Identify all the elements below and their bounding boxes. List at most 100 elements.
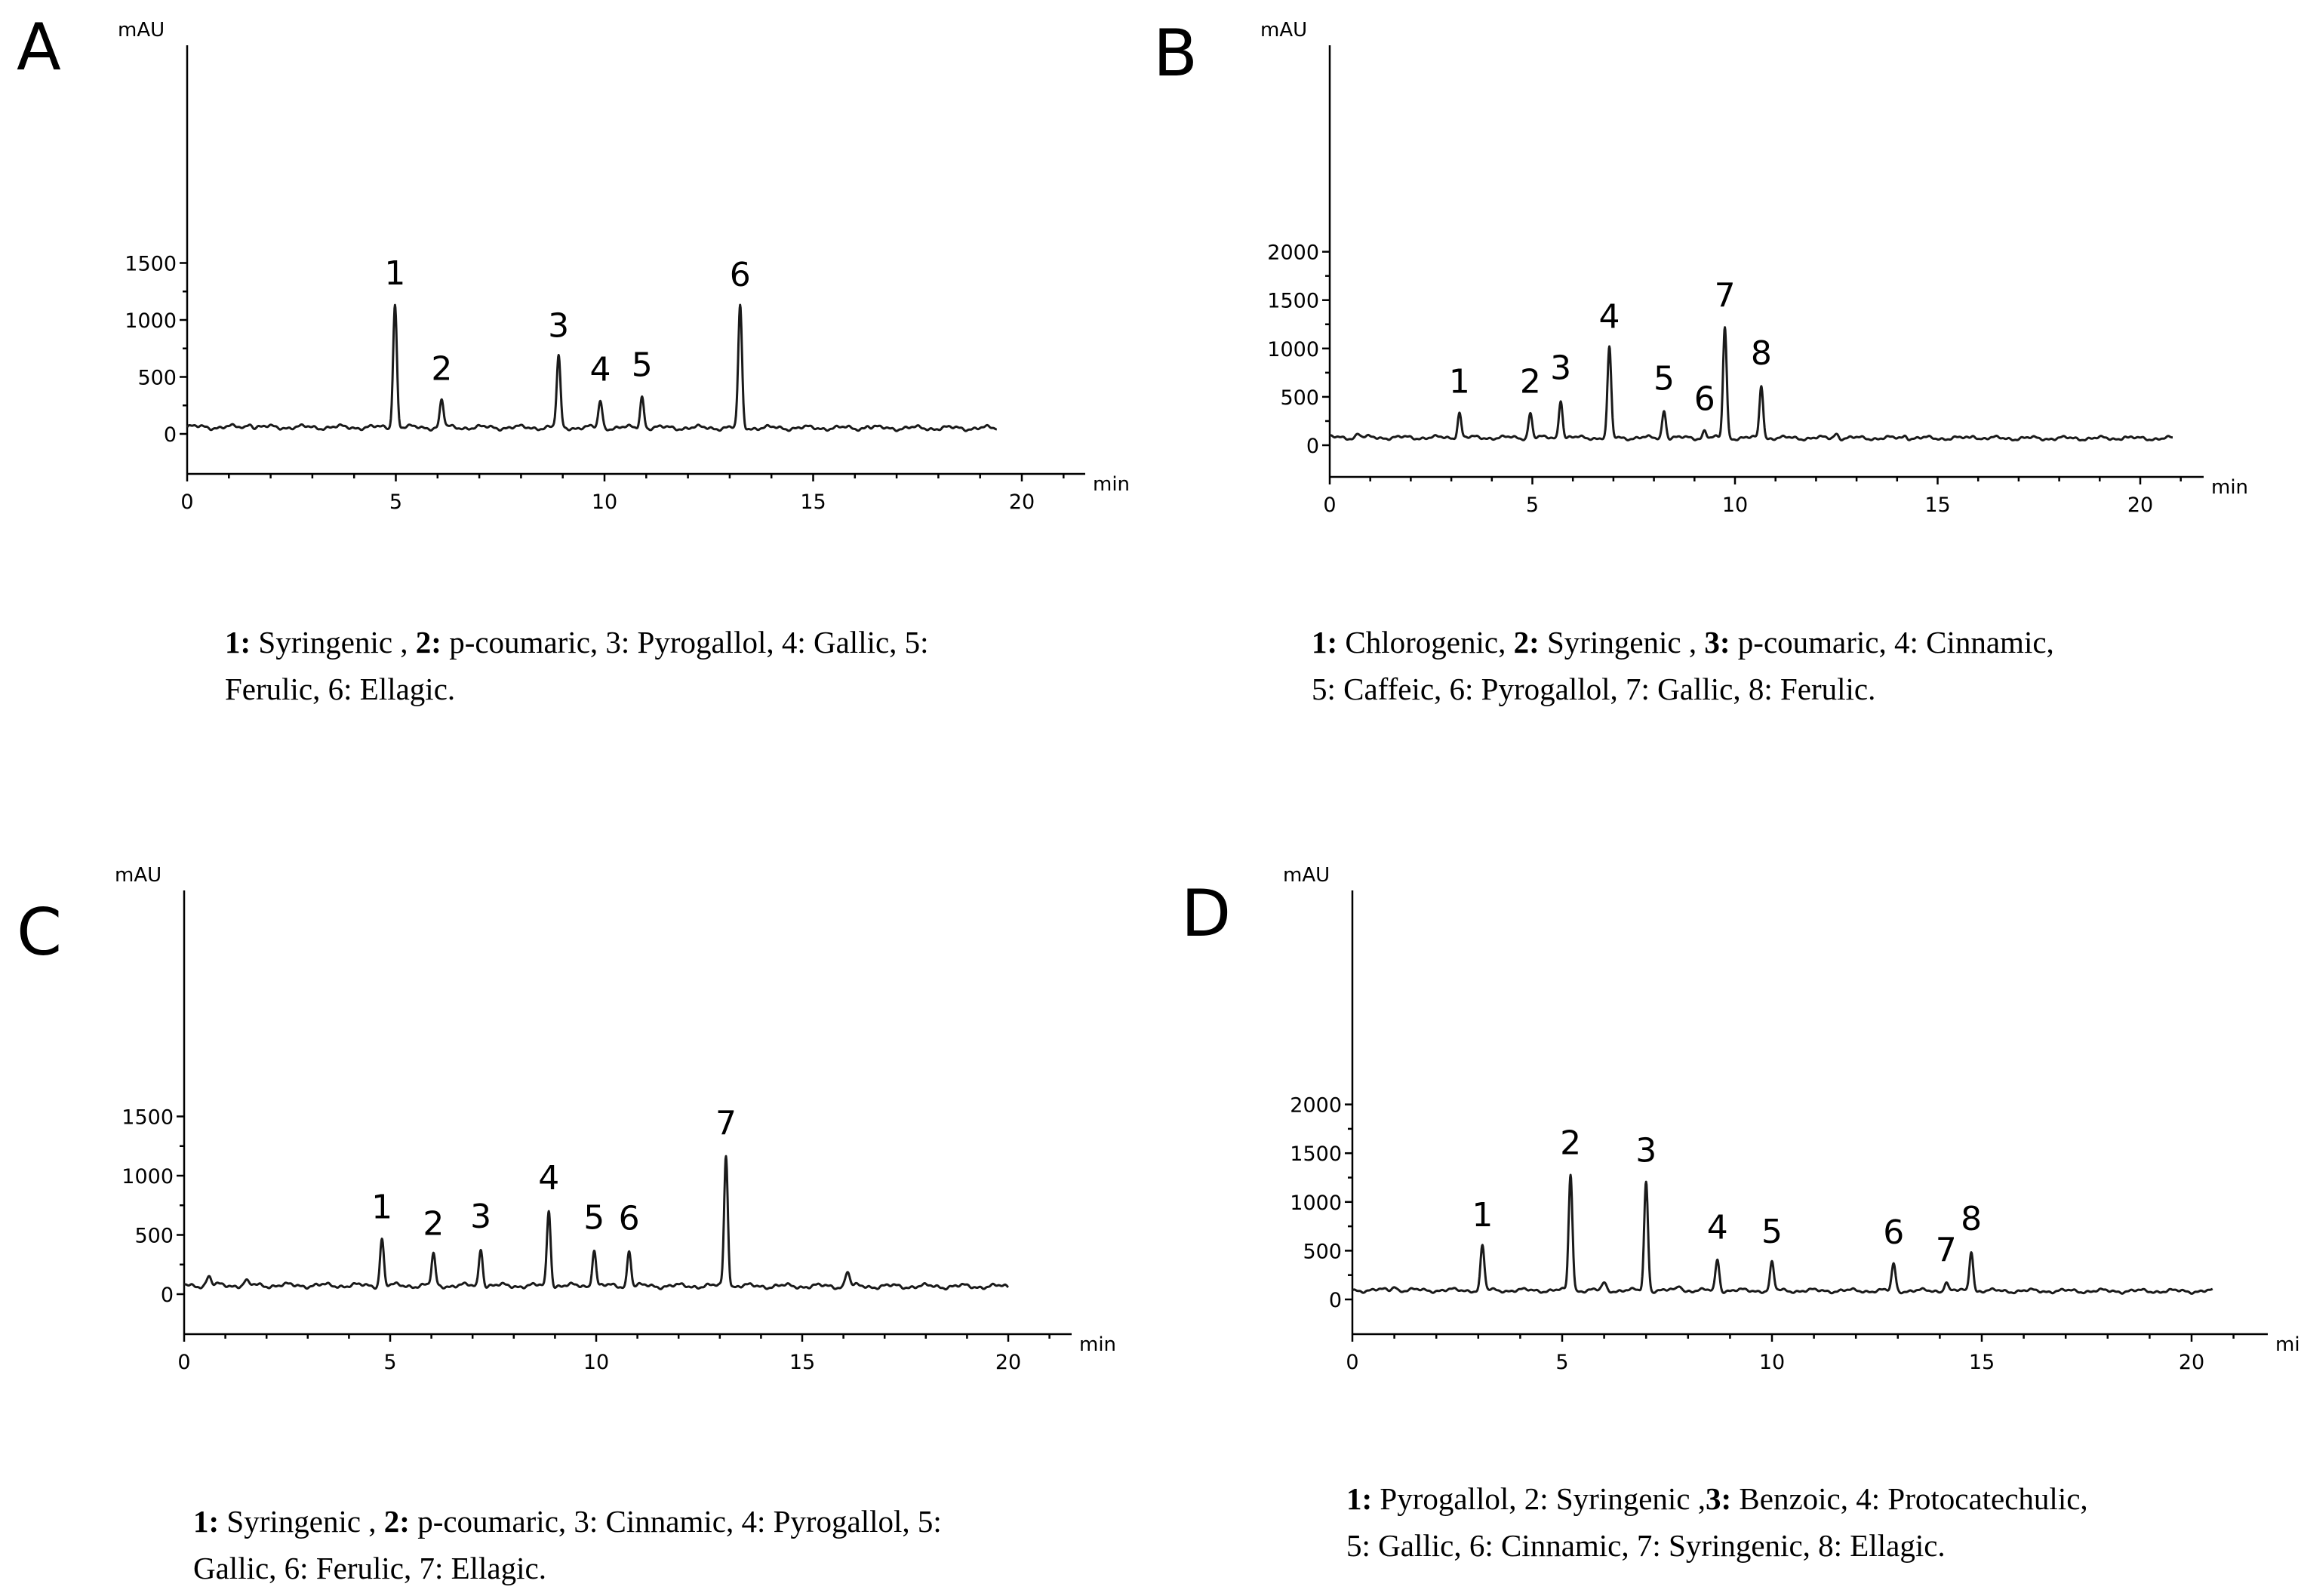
- caption-text: 5: Caffeic, 6: Pyrogallol, 7: Gallic, 8:…: [1312, 672, 1876, 706]
- x-tick-label: 0: [180, 490, 193, 514]
- caption-text: Ferulic, 6: Ellagic.: [225, 672, 456, 706]
- caption-number: 2:: [383, 1504, 410, 1539]
- peak-label-5: 5: [1761, 1213, 1783, 1251]
- y-unit-label: mAU: [1283, 864, 1330, 887]
- caption-b: 1: Chlorogenic, 2: Syringenic , 3: p-cou…: [1312, 619, 2054, 712]
- caption-text: 5: Gallic, 6: Cinnamic, 7: Syringenic, 8…: [1346, 1528, 1946, 1563]
- chart-panel-d: DmAUmin05001000150020000510152012345678: [1181, 864, 2301, 1374]
- chromatogram-trace: [1329, 326, 2173, 441]
- y-tick-label: 1500: [1267, 290, 1319, 313]
- x-tick-label: 15: [1924, 494, 1950, 517]
- y-tick-label: 2000: [1267, 241, 1319, 265]
- y-tick-label: 1500: [125, 253, 177, 276]
- peak-label-4: 4: [1599, 298, 1620, 337]
- x-tick-label: 20: [2127, 494, 2153, 517]
- chromatogram-trace: [183, 1155, 1009, 1291]
- y-tick-label: 0: [1306, 435, 1319, 458]
- caption-text: p-coumaric, 4: Cinnamic,: [1730, 625, 2054, 660]
- y-tick-label: 0: [164, 423, 177, 447]
- peak-label-5: 5: [632, 346, 653, 384]
- caption-text: Chlorogenic,: [1337, 625, 1514, 660]
- x-tick-label: 10: [1722, 494, 1748, 517]
- caption-text: p-coumaric, 3: Cinnamic, 4: Pyrogallol, …: [409, 1504, 942, 1539]
- y-tick-label: 500: [1303, 1240, 1342, 1263]
- caption-text: p-coumaric, 3: Pyrogallol, 4: Gallic, 5:: [441, 625, 929, 660]
- peak-label-6: 6: [730, 256, 751, 294]
- caption-a: 1: Syringenic , 2: p-coumaric, 3: Pyroga…: [225, 619, 929, 712]
- peak-label-6: 6: [619, 1199, 640, 1238]
- caption-line: 1: Syringenic , 2: p-coumaric, 3: Cinnam…: [193, 1498, 942, 1545]
- panel-letter: C: [17, 895, 62, 970]
- panel-letter: D: [1181, 876, 1231, 952]
- x-tick-label: 15: [789, 1351, 815, 1374]
- x-unit-label: min: [1093, 473, 1130, 496]
- panel-letter: A: [17, 10, 61, 85]
- peak-label-7: 7: [1715, 276, 1736, 315]
- x-unit-label: min: [1079, 1333, 1116, 1356]
- y-tick-label: 0: [1329, 1289, 1342, 1312]
- peak-label-5: 5: [1653, 360, 1675, 398]
- x-tick-label: 5: [383, 1351, 396, 1374]
- peak-label-4: 4: [589, 350, 611, 389]
- peak-label-3: 3: [548, 306, 569, 345]
- x-tick-label: 20: [2179, 1351, 2204, 1374]
- caption-text: Syringenic ,: [219, 1504, 384, 1539]
- caption-text: Pyrogallol, 2: Syringenic ,: [1372, 1481, 1706, 1516]
- x-tick-label: 0: [1346, 1351, 1358, 1374]
- x-tick-label: 10: [583, 1351, 609, 1374]
- x-tick-label: 5: [1526, 494, 1539, 517]
- peak-label-1: 1: [1449, 362, 1470, 401]
- y-tick-label: 1000: [125, 309, 177, 333]
- x-tick-label: 20: [995, 1351, 1021, 1374]
- caption-line: 5: Caffeic, 6: Pyrogallol, 7: Gallic, 8:…: [1312, 666, 2054, 712]
- x-tick-label: 20: [1009, 490, 1035, 514]
- peak-label-1: 1: [384, 254, 405, 293]
- x-tick-label: 10: [592, 490, 617, 514]
- y-tick-label: 500: [1280, 386, 1319, 410]
- x-tick-label: 5: [389, 490, 402, 514]
- caption-line: 1: Chlorogenic, 2: Syringenic , 3: p-cou…: [1312, 619, 2054, 666]
- caption-line: Ferulic, 6: Ellagic.: [225, 666, 929, 712]
- peak-label-4: 4: [1707, 1209, 1728, 1247]
- y-tick-label: 1000: [122, 1165, 174, 1189]
- y-tick-label: 1500: [122, 1106, 174, 1130]
- y-unit-label: mAU: [115, 864, 162, 887]
- caption-text: Syringenic ,: [1539, 625, 1705, 660]
- x-unit-label: min: [2275, 1333, 2301, 1356]
- x-tick-label: 10: [1759, 1351, 1785, 1374]
- y-unit-label: mAU: [118, 19, 165, 42]
- peak-label-8: 8: [1961, 1200, 1982, 1238]
- y-tick-label: 500: [137, 367, 177, 390]
- x-tick-label: 15: [1969, 1351, 1995, 1374]
- peak-label-1: 1: [371, 1188, 392, 1226]
- caption-c: 1: Syringenic , 2: p-coumaric, 3: Cinnam…: [193, 1498, 942, 1591]
- caption-line: 5: Gallic, 6: Cinnamic, 7: Syringenic, 8…: [1346, 1522, 2088, 1569]
- caption-line: Gallic, 6: Ferulic, 7: Ellagic.: [193, 1545, 942, 1591]
- y-unit-label: mAU: [1260, 19, 1307, 42]
- y-tick-label: 1000: [1267, 338, 1319, 361]
- caption-text: Benzoic, 4: Protocatechulic,: [1731, 1481, 2088, 1516]
- x-unit-label: min: [2211, 476, 2248, 499]
- peak-label-6: 6: [1694, 380, 1715, 418]
- caption-number: 3:: [1706, 1481, 1732, 1516]
- caption-number: 1:: [1346, 1481, 1373, 1516]
- chromatogram-trace: [186, 303, 998, 432]
- peak-label-2: 2: [1560, 1124, 1581, 1162]
- peak-label-2: 2: [431, 350, 452, 389]
- peak-label-2: 2: [1520, 362, 1541, 401]
- peak-label-7: 7: [715, 1105, 737, 1143]
- chromatogram-trace: [1352, 1173, 2213, 1295]
- peak-label-7: 7: [1936, 1231, 1957, 1269]
- y-tick-label: 0: [161, 1284, 174, 1307]
- caption-line: 1: Pyrogallol, 2: Syringenic ,3: Benzoic…: [1346, 1475, 2088, 1522]
- x-tick-label: 15: [800, 490, 826, 514]
- caption-number: 2:: [1513, 625, 1540, 660]
- x-tick-label: 0: [177, 1351, 190, 1374]
- caption-text: Gallic, 6: Ferulic, 7: Ellagic.: [193, 1551, 546, 1585]
- peak-label-2: 2: [423, 1204, 444, 1243]
- y-tick-label: 1000: [1290, 1192, 1342, 1215]
- panel-letter: B: [1153, 16, 1198, 91]
